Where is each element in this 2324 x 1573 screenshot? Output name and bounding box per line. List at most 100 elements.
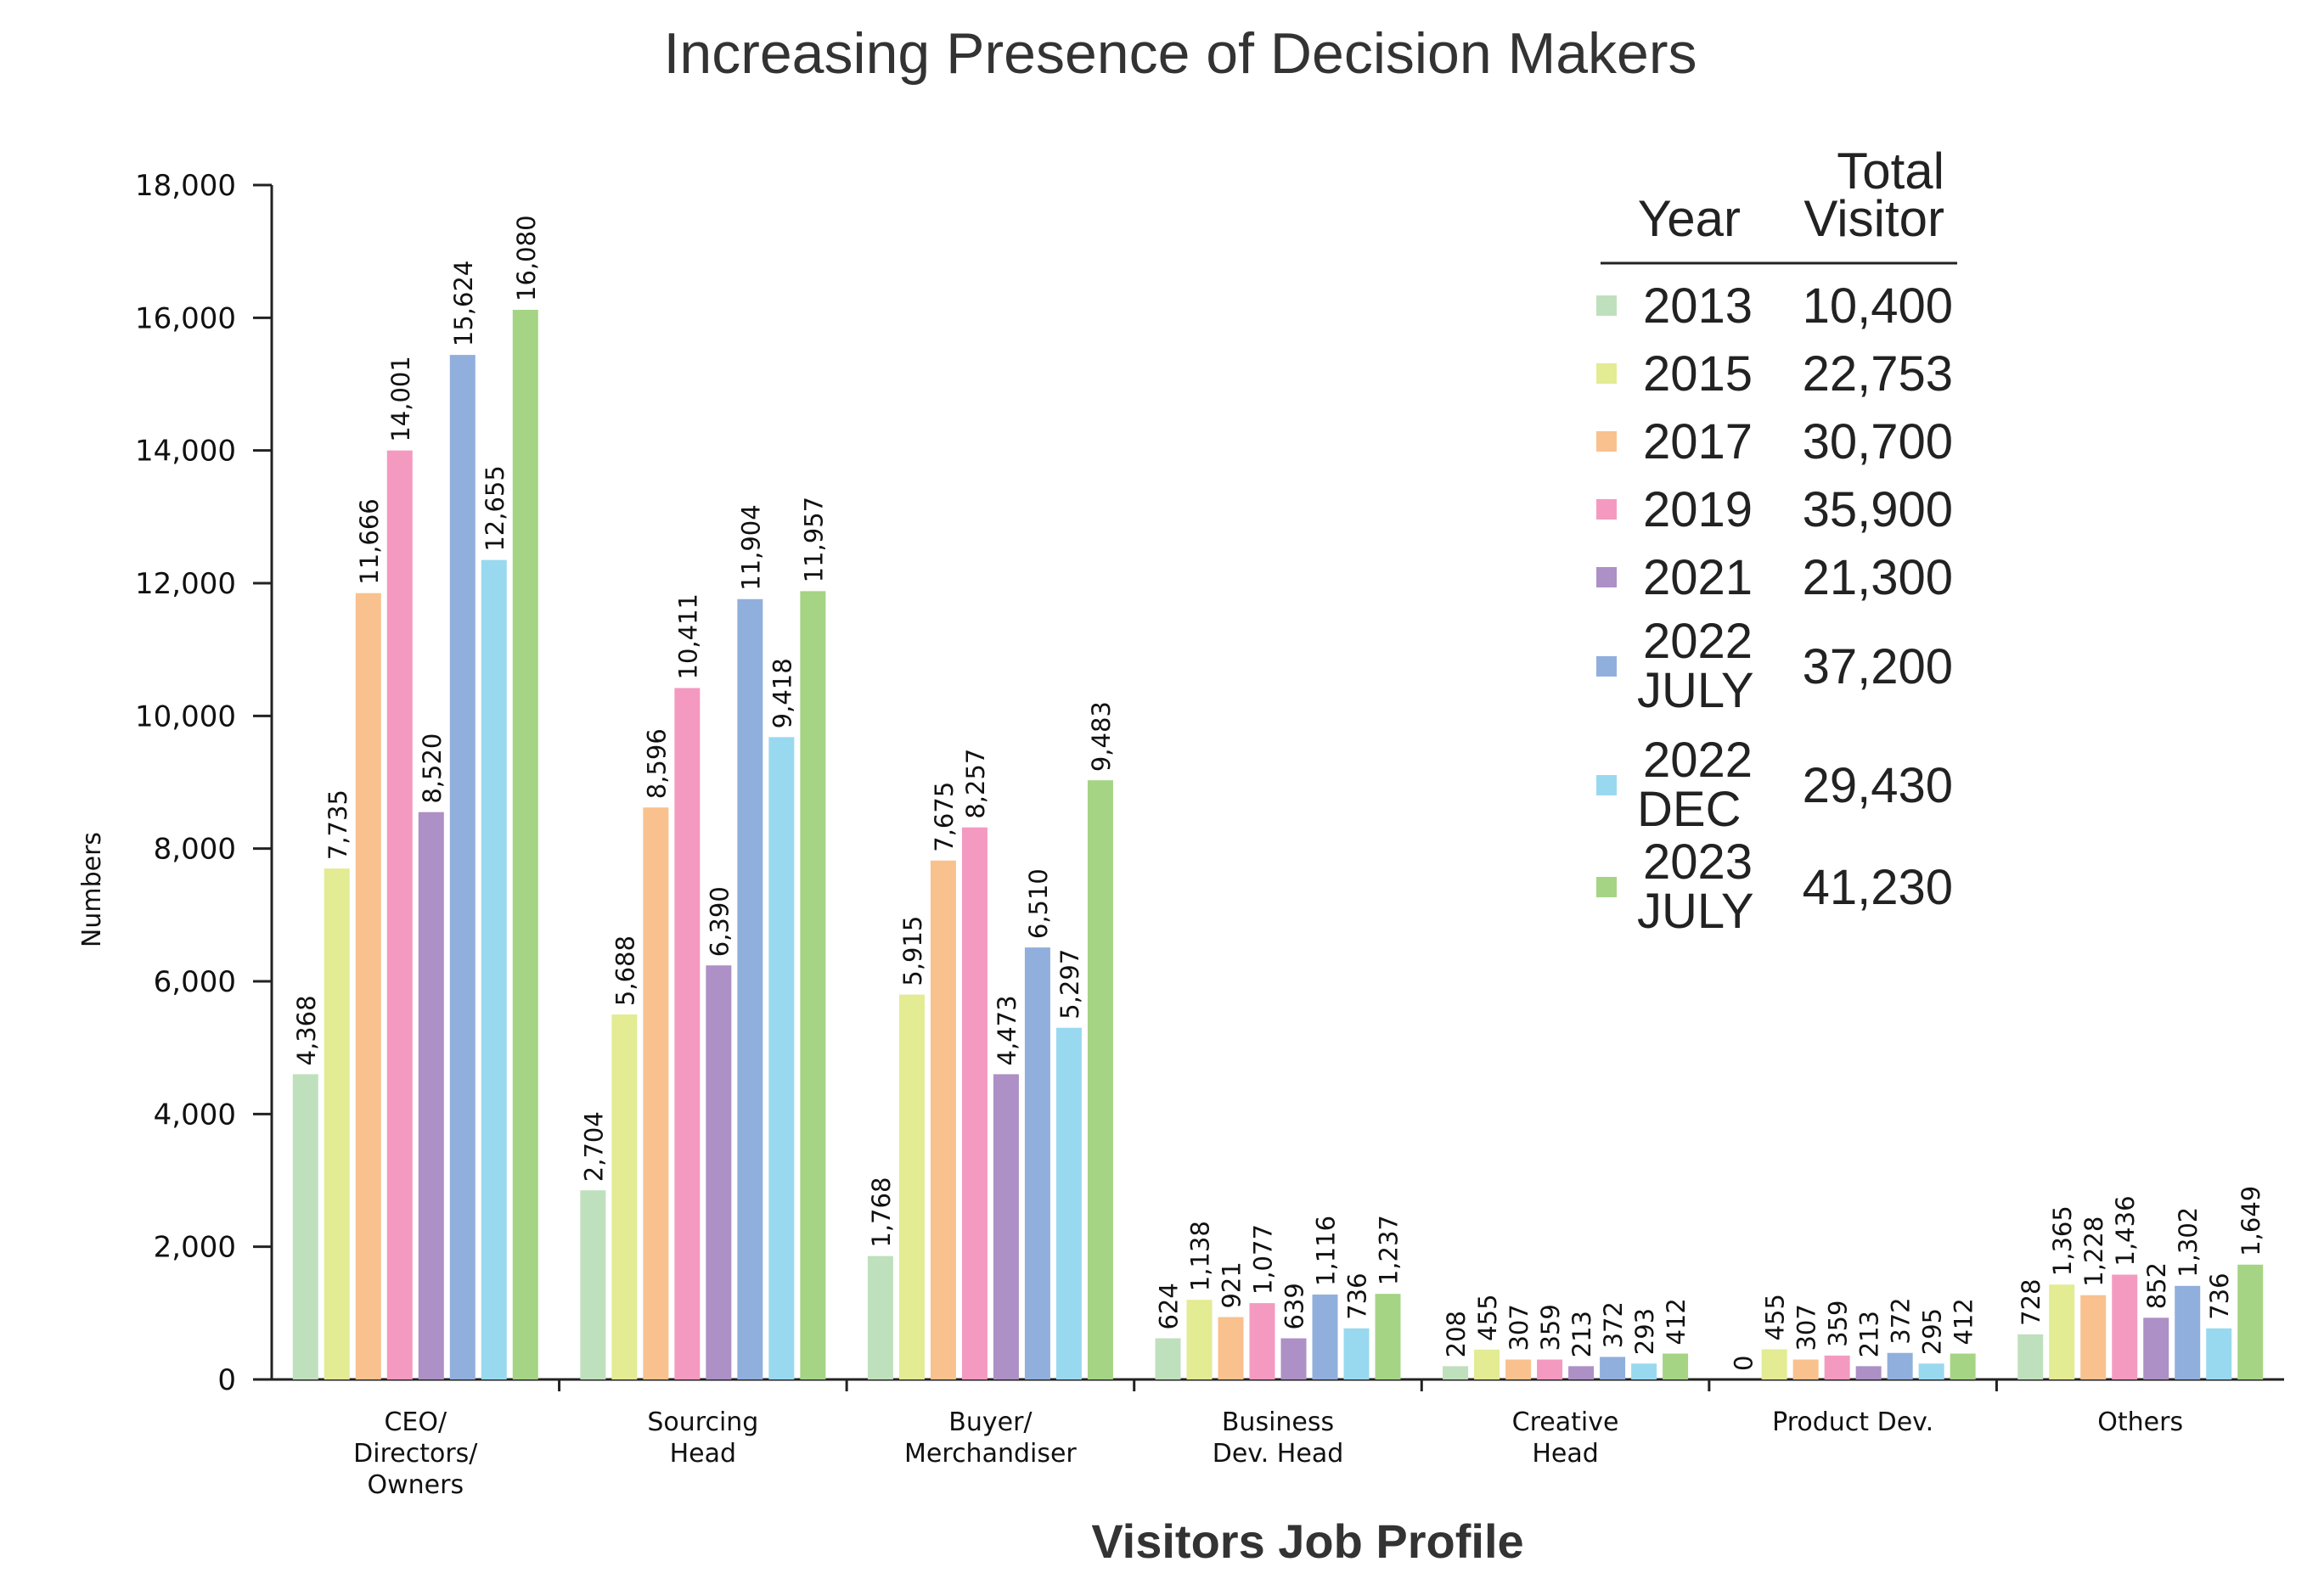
- bar: [1343, 1328, 1370, 1379]
- bar: [2143, 1317, 2169, 1379]
- data-label: 4,368: [292, 995, 321, 1065]
- data-label: 213: [1567, 1311, 1596, 1357]
- y-tick-label: 10,000: [135, 699, 236, 733]
- bar: [1474, 1349, 1500, 1379]
- bar: [611, 1014, 638, 1379]
- bar: [1249, 1303, 1275, 1379]
- data-label: 208: [1442, 1311, 1471, 1357]
- data-label: 5,297: [1055, 949, 1084, 1020]
- data-label: 1,649: [2237, 1186, 2265, 1256]
- bar: [580, 1190, 606, 1379]
- bar: [1218, 1317, 1244, 1379]
- data-label: 736: [2205, 1272, 2234, 1319]
- data-label: 213: [1855, 1311, 1884, 1357]
- data-label: 9,483: [1087, 701, 1116, 772]
- legend-swatch: [1596, 656, 1617, 677]
- legend-swatch: [1596, 363, 1617, 384]
- legend-year: 2022: [1643, 733, 1753, 788]
- data-label: 412: [1662, 1298, 1691, 1345]
- legend-year: 2019: [1643, 482, 1753, 537]
- data-label: 359: [1824, 1301, 1853, 1347]
- data-label: 10,411: [673, 593, 702, 679]
- data-label: 455: [1473, 1294, 1502, 1340]
- bar: [1280, 1338, 1307, 1379]
- data-label: 307: [1505, 1304, 1533, 1351]
- bar: [324, 868, 350, 1379]
- bar: [768, 737, 795, 1379]
- legend-total: 37,200: [1803, 639, 1953, 694]
- category-label: Sourcing: [647, 1407, 758, 1437]
- legend-swatch: [1596, 567, 1617, 587]
- bar: [1631, 1363, 1657, 1379]
- category-label: Head: [1532, 1439, 1598, 1469]
- chart-title: Increasing Presence of Decision Makers: [664, 21, 1697, 86]
- bars: 4,368 7,735 11,666 14,001 8,520 15,624 12,655 1…: [292, 215, 2265, 1379]
- category-label: Product Dev.: [1772, 1407, 1933, 1437]
- legend-swatch: [1596, 295, 1617, 316]
- bar: [2112, 1274, 2138, 1379]
- data-label: 5,688: [611, 935, 639, 1006]
- y-tick-label: 18,000: [135, 169, 236, 203]
- bar: [1950, 1353, 1976, 1379]
- bar: [1537, 1359, 1563, 1379]
- y-tick-label: 4,000: [154, 1098, 236, 1132]
- bar: [2175, 1285, 2201, 1379]
- category-label: Others: [2097, 1407, 2183, 1437]
- bar: [2237, 1264, 2264, 1379]
- data-label: 7,735: [324, 789, 352, 860]
- bar: [355, 593, 381, 1379]
- data-label: 0: [1730, 1356, 1758, 1371]
- data-label: 736: [1343, 1272, 1372, 1319]
- data-label: 8,520: [418, 733, 447, 804]
- data-label: 8,596: [642, 728, 671, 799]
- data-label: 921: [1218, 1261, 1246, 1308]
- legend-header-total: Visitor: [1803, 190, 1944, 247]
- bar: [706, 965, 732, 1379]
- data-label: 412: [1950, 1298, 1978, 1345]
- data-label: 1,365: [2048, 1205, 2077, 1276]
- bar: [292, 1074, 318, 1379]
- data-label: 8,257: [961, 749, 990, 819]
- bar: [449, 355, 475, 1379]
- data-label: 11,666: [355, 498, 384, 584]
- category-label: Directors/: [353, 1439, 478, 1469]
- y-tick-label: 2,000: [154, 1231, 236, 1265]
- bar: [1155, 1338, 1181, 1379]
- y-tick-label: 12,000: [135, 567, 236, 601]
- bar: [1087, 780, 1113, 1379]
- bar: [993, 1074, 1019, 1379]
- data-label: 1,228: [2079, 1216, 2108, 1287]
- legend-total: 41,230: [1803, 860, 1953, 915]
- bar: [1887, 1352, 1913, 1379]
- data-label: 9,418: [768, 658, 796, 728]
- data-label: 15,624: [449, 261, 478, 346]
- legend-swatch: [1596, 775, 1617, 795]
- bar: [418, 812, 444, 1379]
- bar: [512, 309, 538, 1379]
- category-label: Head: [670, 1439, 736, 1469]
- category-label: Buyer/: [948, 1407, 1033, 1437]
- data-label: 7,675: [930, 782, 959, 852]
- y-tick-label: 6,000: [154, 965, 236, 999]
- bar: [737, 598, 763, 1379]
- axes: 0 2,000 4,000 6,000 8,000 10,000 12,000 14,000 1…: [135, 169, 2284, 1500]
- bar: [1663, 1353, 1689, 1379]
- legend-year: 2022: [1643, 614, 1753, 669]
- y-axis-label: Numbers: [77, 832, 107, 947]
- category-label: Dev. Head: [1213, 1439, 1344, 1469]
- category-label: Owners: [367, 1470, 464, 1500]
- legend-year: 2013: [1643, 278, 1753, 334]
- bar: [643, 807, 669, 1379]
- data-label: 16,080: [512, 215, 541, 301]
- legend-swatch: [1596, 499, 1617, 520]
- legend-swatch: [1596, 877, 1617, 897]
- legend-total: 21,300: [1803, 550, 1953, 605]
- bar: [481, 559, 507, 1379]
- category-label: Merchandiser: [904, 1439, 1077, 1469]
- legend-total: 30,700: [1803, 414, 1953, 469]
- legend-year: 2017: [1643, 414, 1753, 469]
- bar: [1761, 1349, 1787, 1379]
- bar: [800, 591, 826, 1379]
